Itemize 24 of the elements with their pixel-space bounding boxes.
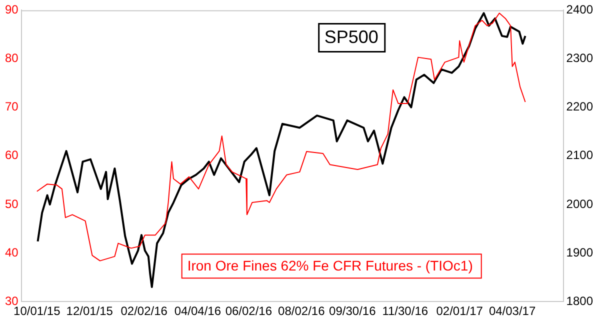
y2-tick-label: 1800 — [566, 294, 594, 308]
y2-tick-label: 2000 — [566, 196, 594, 211]
x-tick-label: 08/02/16 — [278, 304, 326, 318]
y-tick-label: 40 — [4, 245, 19, 260]
x-tick-label: 11/30/16 — [382, 304, 428, 318]
x-tick-label: 06/02/16 — [225, 304, 272, 318]
y-tick-label: 50 — [4, 196, 19, 211]
x-tick-label: 02/01/17 — [436, 304, 484, 318]
text: Iron Ore Fines 62% Fe CFR Futures - (TIOc1) — [187, 257, 473, 274]
y-tick-label: 60 — [4, 148, 19, 162]
x-tick-label: 02/02/16 — [120, 304, 168, 318]
y2-tick-label: 1900 — [566, 245, 594, 260]
x-tick-label: 04/03/17 — [488, 304, 536, 318]
y-tick-label: 80 — [4, 51, 19, 66]
y2-tick-label: 2200 — [566, 100, 594, 114]
x-tick-label: 04/04/16 — [174, 304, 222, 318]
y2-tick-label: 2300 — [566, 51, 594, 66]
text: SP500 — [324, 27, 378, 48]
x-tick-label: 12/01/15 — [66, 304, 114, 318]
y2-tick-label: 2100 — [566, 148, 594, 162]
y2-tick-label: 2400 — [566, 2, 594, 17]
x-tick-label: 09/30/16 — [329, 304, 376, 318]
y-tick-label: 70 — [4, 100, 19, 114]
y-tick-label: 90 — [4, 2, 19, 17]
